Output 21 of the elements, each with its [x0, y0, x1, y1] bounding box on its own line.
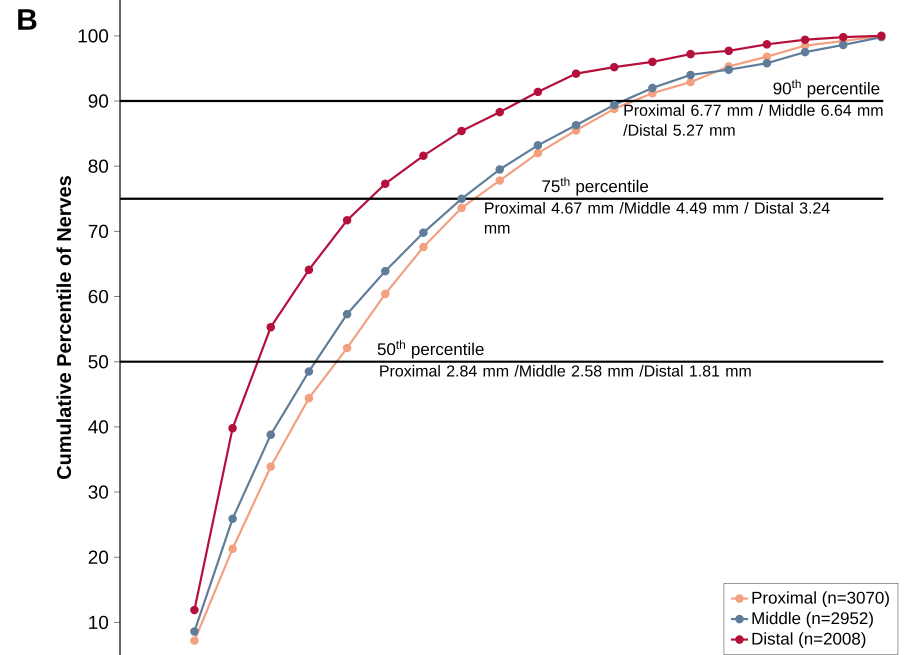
- y-tick-label: 60: [88, 290, 108, 304]
- annotation: Proximal 2.84 mm /Middle 2.58 mm /Distal 1.81 mm: [380, 364, 751, 377]
- annotation: Proximal 4.67 mm /Middle 4.49 mm / Distal 3.24 mm: [484, 202, 830, 234]
- chart-title: B: [18, 9, 36, 30]
- annotation: Proximal 6.77 mm / Middle 6.64 mm /Distal 5.27 mm: [623, 104, 882, 136]
- y-tick-label: 50: [88, 355, 108, 368]
- y-tick-label: 100: [78, 29, 108, 43]
- ref-line-label: 50$^{th}$ percentile: [378, 340, 484, 359]
- y-tick-label: 20: [88, 550, 108, 564]
- y-axis-title: Cumulative Percentile of Nerves: [56, 176, 72, 479]
- legend-label: Middle (n=2952): [752, 612, 873, 628]
- y-tick-label: 40: [88, 420, 108, 434]
- y-tick-label: 30: [88, 485, 108, 499]
- y-tick-label: 70: [88, 224, 108, 238]
- legend-label: Distal (n=2008): [752, 632, 866, 648]
- ref-line-label: 90$^{th}$ percentile: [774, 79, 880, 98]
- ref-line-label: 75$^{th}$ percentile: [542, 177, 648, 196]
- y-tick-label: 80: [88, 159, 108, 173]
- y-tick-label: 10: [89, 616, 108, 630]
- y-tick-label: 90: [88, 94, 108, 108]
- legend-label: Proximal (n=3070): [752, 591, 889, 608]
